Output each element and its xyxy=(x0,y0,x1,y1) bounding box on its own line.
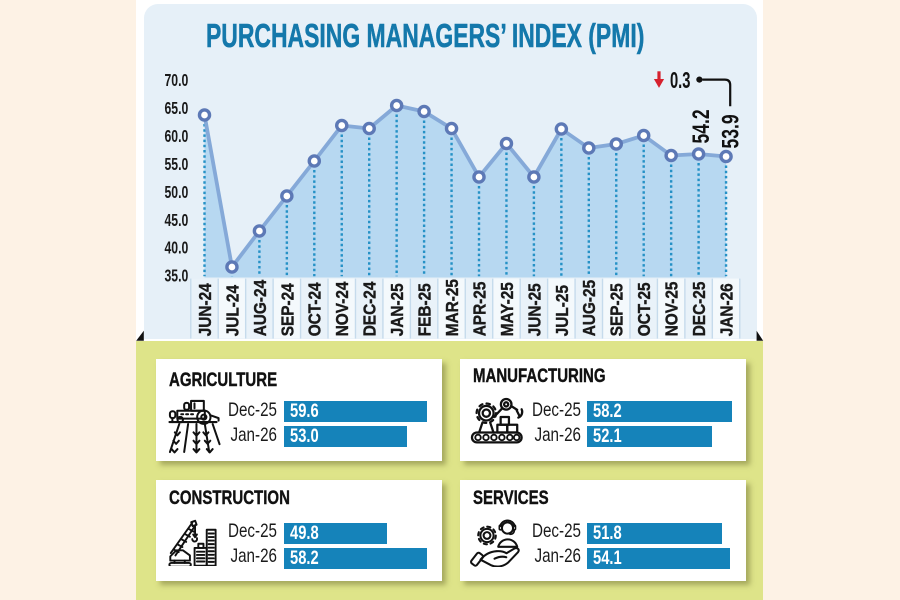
svg-text:JUN-25: JUN-25 xyxy=(525,283,544,336)
svg-text:NOV-25: NOV-25 xyxy=(663,282,682,337)
svg-text:SEP-25: SEP-25 xyxy=(608,283,627,336)
svg-text:65.0: 65.0 xyxy=(164,99,188,119)
svg-text:45.0: 45.0 xyxy=(164,211,188,231)
svg-text:MAY-25: MAY-25 xyxy=(498,282,517,336)
svg-text:JUL-25: JUL-25 xyxy=(553,285,572,336)
svg-text:0.3: 0.3 xyxy=(670,69,691,94)
svg-text:OCT-24: OCT-24 xyxy=(306,282,325,337)
svg-text:55.0: 55.0 xyxy=(164,155,188,175)
svg-text:APR-25: APR-25 xyxy=(471,282,490,337)
svg-text:JUL-24: JUL-24 xyxy=(223,284,242,336)
svg-text:AUG-25: AUG-25 xyxy=(580,280,599,336)
svg-text:50.0: 50.0 xyxy=(164,183,188,203)
svg-text:DEC-24: DEC-24 xyxy=(361,281,380,337)
svg-text:JUN-24: JUN-24 xyxy=(196,282,215,336)
svg-text:NOV-24: NOV-24 xyxy=(333,281,352,337)
svg-text:70.0: 70.0 xyxy=(164,71,188,91)
svg-text:35.0: 35.0 xyxy=(164,267,188,287)
svg-text:JAN-25: JAN-25 xyxy=(388,283,407,336)
svg-text:40.0: 40.0 xyxy=(164,239,188,259)
svg-text:53.9: 53.9 xyxy=(718,114,744,148)
svg-text:FEB-25: FEB-25 xyxy=(416,283,435,336)
svg-text:DEC-25: DEC-25 xyxy=(690,282,709,337)
svg-text:60.0: 60.0 xyxy=(164,127,188,147)
svg-text:SEP-24: SEP-24 xyxy=(278,282,297,336)
svg-text:OCT-25: OCT-25 xyxy=(635,282,654,336)
svg-text:MAR-25: MAR-25 xyxy=(443,279,462,336)
svg-text:54.2: 54.2 xyxy=(689,109,715,143)
svg-text:AUG-24: AUG-24 xyxy=(251,279,270,336)
svg-text:JAN-26: JAN-26 xyxy=(718,283,737,336)
